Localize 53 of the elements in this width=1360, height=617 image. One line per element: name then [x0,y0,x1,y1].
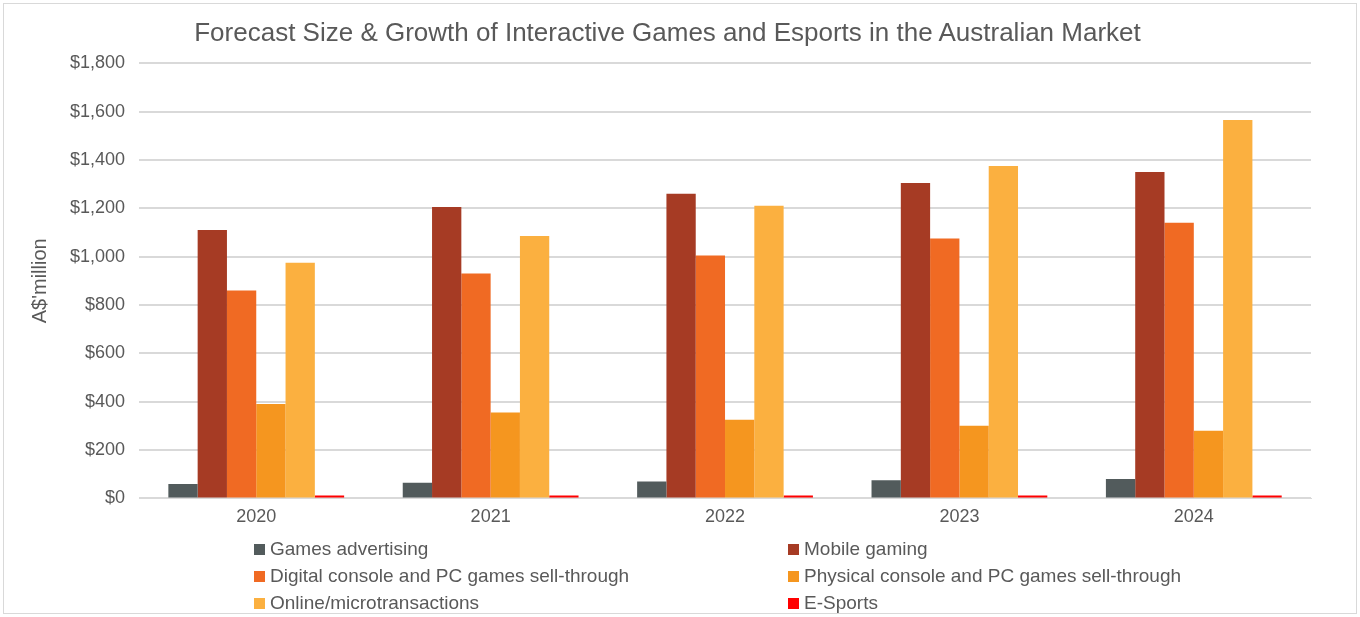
x-tick-label: 2023 [939,506,980,527]
y-tick-label: $0 [105,487,126,508]
bar [871,480,901,498]
y-tick-label: $600 [85,342,126,363]
bar [402,482,433,498]
bar [1193,430,1224,498]
bar [695,255,726,498]
bar [1223,120,1253,498]
legend-label: Digital console and PC games sell-through [270,565,630,587]
bar [549,495,579,498]
legend-label: Online/microtransactions [270,592,480,614]
bar [1018,495,1048,498]
bar [461,273,491,498]
bar [256,404,286,498]
bar [725,419,755,498]
y-tick-label: $1,600 [69,100,126,121]
y-tick-label: $1,400 [69,148,126,169]
y-axis-title: A$'million [27,238,50,324]
y-tick-label: $800 [85,293,126,314]
bar [783,495,813,498]
bar [490,412,520,498]
bar [314,495,345,498]
y-tick-label: $1,800 [69,52,126,73]
bar [168,483,198,498]
x-tick-label: 2020 [236,506,277,527]
x-tick-label: 2022 [705,506,746,527]
y-tick-label: $200 [85,439,126,460]
bar [900,182,931,498]
bar [285,262,315,498]
bar [432,207,462,498]
bar [666,193,696,498]
x-tick-label: 2024 [1173,506,1214,527]
y-tick-label: $400 [85,390,126,411]
legend-label: Physical console and PC games sell-through [804,565,1182,587]
bar [1252,495,1282,498]
legend-label: Mobile gaming [804,538,928,560]
bar [1105,479,1136,498]
chart-title: Forecast Size & Growth of Interactive Games and Esports in the Australian Market [194,16,1142,47]
bar [959,425,989,498]
bar [754,205,784,498]
bar [197,230,227,498]
bar [226,290,257,498]
legend-label: E-Sports [804,592,878,614]
bar [1135,172,1165,498]
bar [1164,222,1194,498]
bar [988,165,1019,498]
y-tick-label: $1,200 [69,197,126,218]
bar [519,236,550,498]
bar [930,238,960,498]
bar [637,481,667,498]
y-tick-label: $1,000 [69,245,126,266]
x-tick-label: 2021 [470,506,511,527]
legend-label: Games advertising [270,538,429,560]
